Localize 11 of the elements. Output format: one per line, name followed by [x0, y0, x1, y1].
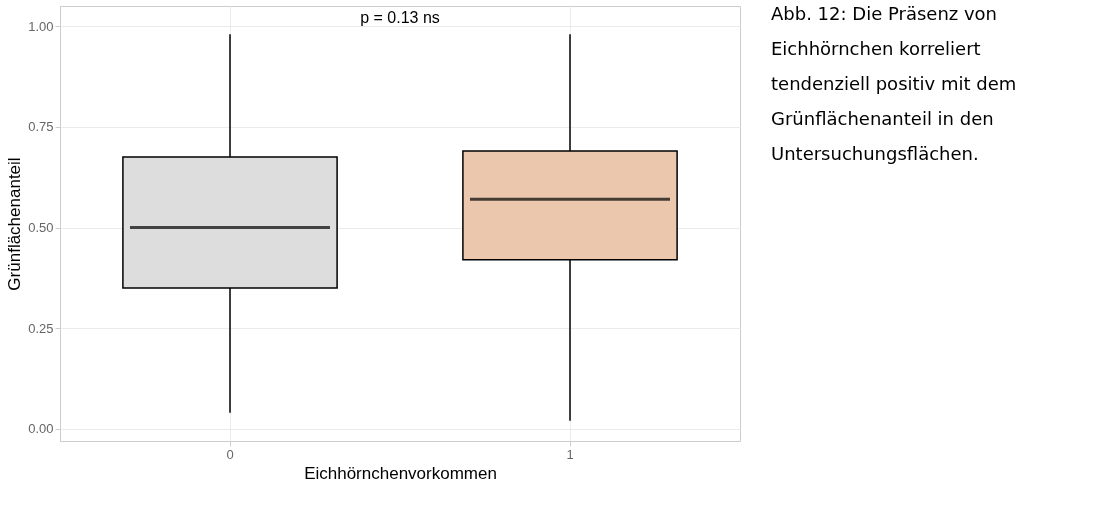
y-tick-label: 0.00 [28, 421, 54, 437]
x-axis-title: Eichhörnchenvorkommen [304, 463, 497, 483]
x-tick-label: 0 [226, 446, 234, 462]
y-tick-label: 0.75 [28, 119, 54, 135]
y-tick-label: 0.25 [28, 320, 54, 336]
annotation: p = 0.13 ns [360, 9, 440, 26]
y-tick-label: 0.50 [28, 220, 54, 236]
x-tick-label: 1 [566, 446, 574, 462]
y-axis-title: Grünflächenanteil [5, 157, 25, 291]
caption: Abb. 12: Die Präsenz von Eichhörnchen korreliert tendenziell positiv mit dem Grünflächenanteil in den Untersuchungsflächen. [771, 3, 1017, 164]
y-tick-label: 1.00 [28, 18, 54, 34]
